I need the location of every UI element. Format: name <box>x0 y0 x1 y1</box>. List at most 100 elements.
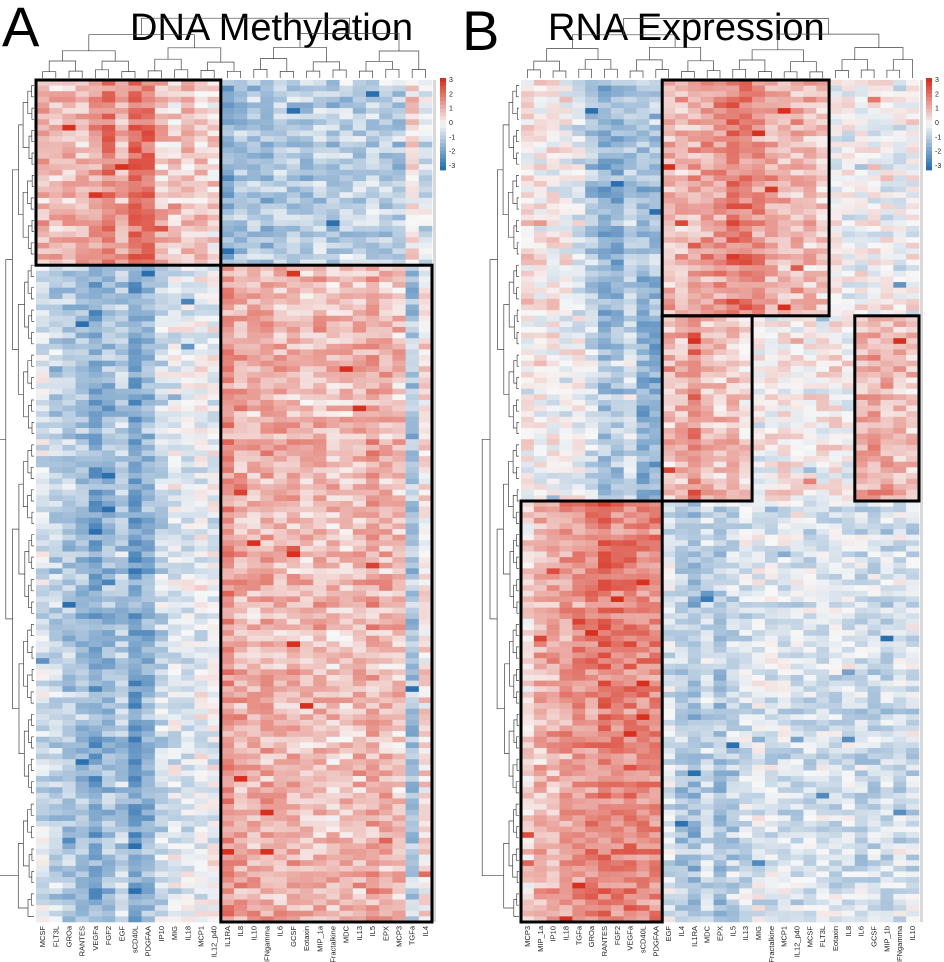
heatmap-cell <box>62 910 76 917</box>
heatmap-cell <box>273 742 288 749</box>
heatmap-cell <box>352 484 367 491</box>
heatmap-cell <box>273 686 288 693</box>
heatmap-cell <box>181 776 195 782</box>
heatmap-cell <box>700 80 714 86</box>
dendrogram-branch <box>809 71 824 78</box>
heatmap-cell <box>392 96 406 103</box>
heatmap-cell <box>379 731 393 738</box>
heatmap-cell <box>36 843 50 850</box>
heatmap-cell <box>141 540 156 547</box>
heatmap-cell <box>234 579 248 586</box>
heatmap-cell <box>392 669 406 676</box>
heatmap-cell <box>168 450 182 457</box>
heatmap-cell <box>829 96 843 103</box>
heatmap-cell <box>194 304 208 311</box>
heatmap-cell <box>352 254 367 260</box>
heatmap-cell <box>220 237 235 244</box>
heatmap-cell <box>379 624 393 631</box>
heatmap-cell <box>36 882 50 889</box>
heatmap-cell <box>286 214 301 221</box>
heatmap-cell <box>220 332 235 339</box>
heatmap-cell <box>339 826 354 833</box>
heatmap-cell <box>62 747 76 754</box>
heatmap-cell <box>36 512 50 519</box>
heatmap-cell <box>128 501 142 507</box>
heatmap-cell <box>352 293 367 300</box>
heatmap-cell <box>36 753 50 760</box>
heatmap-cell <box>62 646 76 653</box>
heatmap-cell <box>854 91 868 98</box>
heatmap-cell <box>141 113 156 120</box>
heatmap-cell <box>49 276 63 283</box>
heatmap-cell <box>36 293 50 300</box>
heatmap-cell <box>154 102 169 109</box>
heatmap-cell <box>62 422 76 429</box>
heatmap-cell <box>154 545 169 552</box>
heatmap-cell <box>339 635 354 642</box>
heatmap-cell <box>194 551 208 558</box>
heatmap-cell <box>366 893 380 900</box>
heatmap-cell <box>260 242 274 249</box>
heatmap-cell <box>141 781 156 788</box>
dendrogram-branch <box>578 68 592 78</box>
heatmap-cell <box>115 798 129 805</box>
heatmap-cell <box>418 613 433 620</box>
heatmap-cell <box>115 444 129 451</box>
heatmap-cell <box>36 422 50 429</box>
heatmap-cell <box>49 658 63 665</box>
heatmap-cell <box>88 287 103 294</box>
heatmap-cell <box>366 826 380 833</box>
heatmap-cell <box>326 270 340 277</box>
heatmap-cell <box>141 422 156 429</box>
heatmap-cell <box>141 164 156 171</box>
heatmap-cell <box>326 186 340 193</box>
heatmap-cell <box>313 164 327 171</box>
heatmap-cell <box>194 602 208 608</box>
heatmap-cell <box>88 669 103 676</box>
dendrogram-branch <box>527 69 541 78</box>
heatmap-cell <box>273 624 288 631</box>
heatmap-cell <box>128 136 142 143</box>
heatmap-cell <box>326 545 340 552</box>
heatmap-cell <box>36 394 50 401</box>
heatmap-cell <box>88 888 103 895</box>
heatmap-cell <box>154 534 169 541</box>
heatmap-cell <box>102 826 116 833</box>
heatmap-cell <box>168 545 182 552</box>
heatmap-cell <box>260 484 274 491</box>
column-label: VEGFa <box>91 925 100 950</box>
dendrogram-branch <box>835 70 849 78</box>
heatmap-cell <box>326 613 340 620</box>
heatmap-cell <box>36 225 50 232</box>
heatmap-cell <box>115 181 129 187</box>
heatmap-cell <box>115 731 129 738</box>
heatmap-cell <box>286 428 301 434</box>
heatmap-cell <box>286 697 301 704</box>
heatmap-cell <box>273 181 288 187</box>
heatmap-cell <box>128 444 142 451</box>
heatmap-cell <box>405 478 420 485</box>
heatmap-cell <box>405 596 420 603</box>
heatmap-cell <box>154 489 169 496</box>
heatmap-cell <box>88 276 103 283</box>
heatmap-cell <box>36 489 50 496</box>
heatmap-cell <box>62 444 76 451</box>
heatmap-cell <box>115 254 129 260</box>
heatmap-cell <box>154 254 169 260</box>
heatmap-cell <box>521 96 535 103</box>
heatmap-cell <box>141 697 156 704</box>
heatmap-cell <box>62 203 76 210</box>
heatmap-cell <box>313 304 327 311</box>
heatmap-cell <box>62 484 76 491</box>
heatmap-cell <box>339 658 354 665</box>
heatmap-cell <box>366 545 380 552</box>
heatmap-cell <box>102 450 116 457</box>
heatmap-cell <box>49 259 63 266</box>
heatmap-cell <box>234 478 248 485</box>
heatmap-cell <box>168 164 182 171</box>
heatmap-cell <box>115 209 129 216</box>
heatmap-cell <box>62 237 76 244</box>
heatmap-cell <box>533 85 547 92</box>
heatmap-cell <box>181 383 195 390</box>
heatmap-cell <box>128 254 142 260</box>
